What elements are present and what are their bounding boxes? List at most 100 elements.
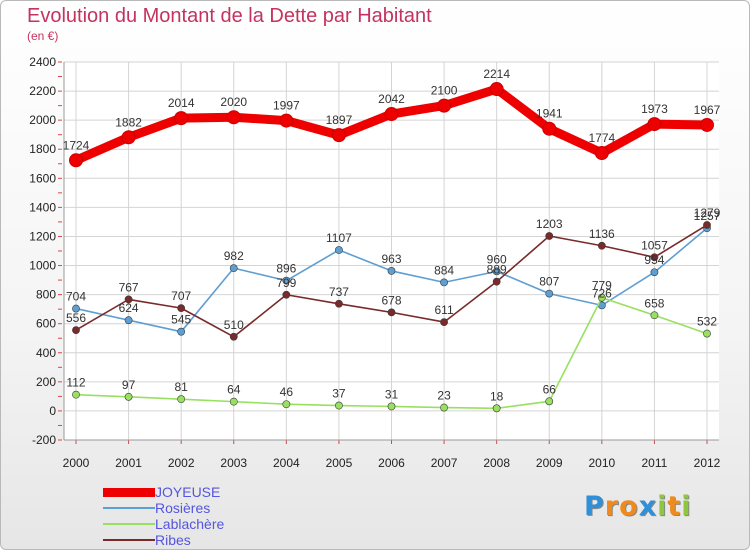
data-point <box>177 304 186 313</box>
y-tick-label: -200 <box>32 433 56 447</box>
logo-letter: t <box>667 491 682 522</box>
data-point <box>440 278 448 287</box>
data-point <box>545 289 554 298</box>
legend-swatch <box>103 488 155 497</box>
data-point <box>597 241 606 250</box>
y-tick-label: 800 <box>36 288 56 302</box>
x-tick-label: 2001 <box>115 456 142 470</box>
data-point <box>121 130 136 145</box>
legend-label: Ribes <box>155 532 191 548</box>
data-point <box>440 403 448 412</box>
data-point <box>174 111 189 126</box>
x-tick-label: 2011 <box>642 456 668 470</box>
x-tick-label: 2003 <box>220 456 247 470</box>
data-label: 707 <box>171 289 191 303</box>
data-label: 2014 <box>168 96 195 110</box>
data-label: 1107 <box>326 231 352 245</box>
data-label: 31 <box>385 387 399 401</box>
data-point <box>229 332 238 341</box>
data-label: 611 <box>435 303 454 317</box>
data-label: 1897 <box>326 113 353 127</box>
data-point <box>331 128 346 143</box>
data-label: 97 <box>122 378 136 392</box>
proxiti-logo: Proxiti <box>584 491 692 522</box>
data-label: 2020 <box>220 95 247 109</box>
data-label: 64 <box>227 383 241 397</box>
data-label: 807 <box>539 275 559 289</box>
data-label: 1279 <box>694 206 721 220</box>
data-label: 46 <box>280 385 294 399</box>
data-point <box>177 395 186 404</box>
data-label: 779 <box>592 279 612 293</box>
legend-swatch <box>103 507 155 509</box>
data-label: 66 <box>543 382 557 396</box>
data-label: 1774 <box>588 131 615 145</box>
data-point <box>279 113 294 128</box>
data-point <box>650 253 659 262</box>
data-label: 1136 <box>589 227 615 241</box>
data-point <box>700 117 714 132</box>
x-tick-label: 2007 <box>431 456 458 470</box>
data-point <box>229 264 238 273</box>
data-point <box>545 232 554 240</box>
data-point <box>650 268 659 277</box>
data-point <box>282 290 291 299</box>
data-label: 37 <box>332 387 346 401</box>
data-point <box>387 402 396 411</box>
y-tick-label: 1400 <box>29 200 56 214</box>
y-tick-label: 2000 <box>29 113 56 127</box>
y-tick-label: 2400 <box>29 55 56 69</box>
data-point <box>335 246 343 254</box>
data-point <box>335 299 343 308</box>
data-label: 704 <box>66 290 86 304</box>
y-tick-label: 1600 <box>29 171 56 185</box>
chart-title: Evolution du Montant de la Dette par Hab… <box>27 5 432 27</box>
y-tick-label: 200 <box>36 375 56 389</box>
legend-swatch <box>103 523 155 525</box>
data-point <box>387 267 396 275</box>
data-point <box>594 146 609 161</box>
data-point <box>597 293 606 302</box>
x-tick-label: 2005 <box>326 456 353 470</box>
data-label: 884 <box>434 263 454 277</box>
data-label: 658 <box>644 296 664 310</box>
data-label: 737 <box>329 285 349 299</box>
data-label: 545 <box>171 313 191 327</box>
data-point <box>124 316 133 325</box>
data-point <box>492 277 501 286</box>
data-label: 726 <box>592 286 612 300</box>
data-label: 556 <box>66 311 86 325</box>
data-point <box>72 326 80 334</box>
data-label: 112 <box>66 376 85 390</box>
data-label: 1967 <box>694 103 721 117</box>
data-point <box>124 392 133 401</box>
y-tick-label: 0 <box>49 404 56 418</box>
data-point <box>72 304 80 313</box>
y-tick-label: 1800 <box>29 142 56 156</box>
data-label: 2100 <box>431 84 458 98</box>
x-tick-label: 2012 <box>694 456 721 470</box>
data-point <box>226 110 241 125</box>
data-point <box>542 121 557 136</box>
x-tick-label: 2008 <box>483 456 510 470</box>
data-label: 678 <box>381 293 401 307</box>
data-label: 23 <box>437 389 451 403</box>
data-label: 889 <box>487 263 507 277</box>
data-label: 896 <box>276 262 296 276</box>
logo-letter: i <box>657 491 668 522</box>
data-label: 510 <box>224 318 244 332</box>
data-label: 1257 <box>694 209 721 223</box>
x-tick-label: 2000 <box>63 456 90 470</box>
x-tick-label: 2009 <box>536 456 563 470</box>
data-label: 2214 <box>483 67 510 81</box>
logo-letter: o <box>619 491 639 522</box>
data-point <box>492 267 501 276</box>
data-point <box>650 311 659 320</box>
data-label: 1882 <box>115 115 142 129</box>
data-label: 2042 <box>378 92 405 106</box>
data-point <box>647 117 662 132</box>
y-tick-label: 1200 <box>29 229 56 243</box>
logo-letter: x <box>638 491 658 522</box>
